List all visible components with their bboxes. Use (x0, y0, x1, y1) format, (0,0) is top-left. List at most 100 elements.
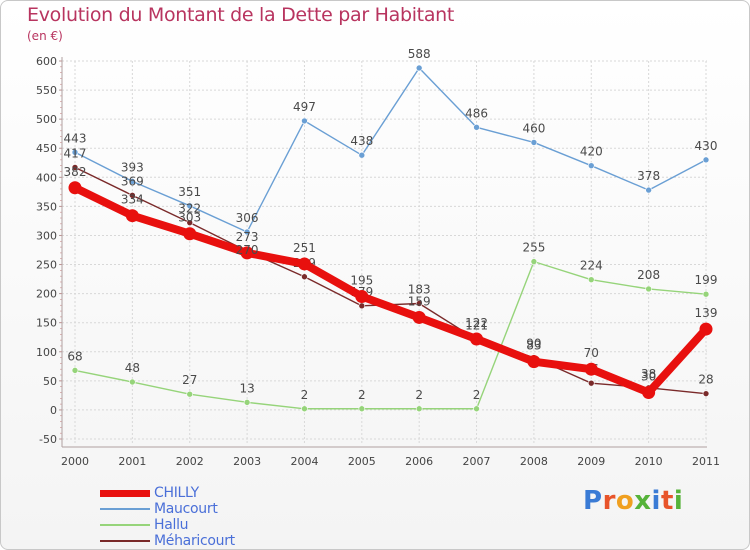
data-point-chilly (183, 227, 197, 241)
brand-letter: x (634, 486, 652, 516)
y-tick-label: 600 (36, 55, 57, 68)
data-label-maucourt: 588 (408, 47, 431, 61)
legend-label-maucourt: Maucourt (154, 501, 218, 517)
data-point-maucourt (71, 149, 79, 156)
legend-label-hallu: Hallu (154, 517, 189, 533)
brand-logo: Proxiti (583, 486, 683, 516)
data-point-hallu (358, 405, 366, 413)
legend-swatch-meharicourt (100, 540, 150, 542)
x-tick-label: 2008 (520, 455, 548, 468)
y-tick-label: 400 (36, 171, 57, 184)
data-label-chilly: 159 (408, 294, 431, 308)
legend-item-meharicourt: Méharicourt (100, 533, 235, 549)
data-label-chilly: 251 (293, 241, 316, 255)
data-label-maucourt: 378 (637, 169, 660, 183)
legend-item-maucourt: Maucourt (100, 501, 235, 517)
data-label-meharicourt: 121 (465, 319, 488, 333)
data-label-chilly: 139 (695, 306, 718, 320)
data-label-meharicourt: 273 (236, 230, 259, 244)
data-point-maucourt (415, 64, 423, 72)
data-point-meharicourt (301, 273, 308, 281)
data-label-hallu: 2 (358, 388, 366, 402)
data-label-maucourt: 460 (522, 121, 545, 135)
x-tick-label: 2001 (118, 455, 146, 468)
brand-letter: o (615, 486, 635, 516)
data-point-hallu (243, 399, 251, 406)
data-label-meharicourt: 183 (408, 283, 431, 297)
data-label-hallu: 2 (301, 388, 309, 402)
data-point-chilly (355, 290, 369, 304)
data-point-maucourt (301, 117, 308, 125)
data-label-meharicourt: 28 (698, 373, 713, 387)
data-point-maucourt (129, 178, 136, 185)
data-point-meharicourt (71, 164, 79, 171)
data-point-maucourt (358, 151, 366, 159)
x-tick-label: 2000 (61, 455, 89, 468)
brand-letter: t (660, 486, 674, 516)
data-point-hallu (530, 258, 538, 265)
y-tick-label: 300 (36, 229, 57, 242)
data-label-maucourt: 393 (121, 160, 144, 174)
series-line-hallu (74, 260, 707, 410)
data-label-hallu: 27 (182, 373, 197, 387)
data-point-meharicourt (415, 300, 423, 307)
data-point-chilly (470, 332, 484, 346)
data-point-hallu (186, 390, 194, 398)
data-point-chilly (68, 181, 82, 195)
x-tick-label: 2006 (405, 455, 433, 468)
data-point-meharicourt (702, 390, 710, 397)
data-label-maucourt: 430 (695, 139, 718, 153)
data-label-chilly: 382 (64, 165, 87, 179)
data-point-hallu (587, 276, 595, 283)
y-tick-label: 0 (50, 404, 57, 417)
x-tick-label: 2010 (635, 455, 663, 468)
data-label-chilly: 30 (641, 369, 656, 383)
data-label-hallu: 224 (580, 259, 603, 273)
y-tick-label: 450 (36, 142, 57, 155)
chart-title: Evolution du Montant de la Dette par Hab… (27, 4, 455, 26)
data-label-chilly: 122 (465, 316, 488, 330)
data-point-maucourt (702, 156, 710, 164)
brand-letter: i (673, 486, 684, 516)
x-tick-label: 2007 (463, 455, 491, 468)
legend-swatch-hallu (100, 524, 150, 526)
data-point-maucourt (645, 186, 652, 194)
legend-swatch-chilly (100, 489, 150, 497)
data-point-hallu (645, 285, 652, 293)
data-label-chilly: 334 (121, 193, 144, 207)
data-label-maucourt: 486 (465, 106, 488, 120)
data-label-meharicourt: 369 (121, 174, 144, 188)
data-point-maucourt (587, 162, 595, 169)
data-label-chilly: 303 (178, 211, 201, 225)
chart-subtitle: (en €) (27, 29, 63, 43)
data-label-hallu: 199 (695, 273, 718, 287)
data-point-chilly (584, 362, 598, 376)
x-tick-label: 2004 (290, 455, 318, 468)
data-point-hallu (301, 405, 308, 413)
data-point-chilly (240, 246, 254, 260)
data-point-meharicourt (186, 219, 194, 226)
data-point-hallu (129, 378, 136, 386)
data-label-hallu: 2 (473, 388, 481, 402)
data-point-meharicourt (358, 302, 366, 310)
y-tick-label: 150 (36, 317, 57, 330)
data-point-maucourt (473, 123, 480, 131)
y-tick-label: -50 (39, 433, 57, 446)
data-point-meharicourt (587, 379, 595, 387)
brand-letter: r (602, 486, 616, 516)
data-label-meharicourt: 322 (178, 202, 201, 216)
data-point-maucourt (186, 202, 194, 210)
y-tick-label: 350 (36, 200, 57, 213)
brand-letter: P (583, 486, 603, 516)
legend-item-hallu: Hallu (100, 517, 235, 533)
data-point-hallu (702, 290, 710, 298)
data-label-chilly: 83 (526, 339, 541, 353)
legend: CHILLY Maucourt Hallu Méharicourt (100, 485, 235, 549)
data-point-hallu (415, 405, 423, 413)
x-tick-label: 2003 (233, 455, 261, 468)
data-point-hallu (473, 405, 480, 413)
data-label-hallu: 13 (239, 381, 254, 395)
data-label-chilly: 70 (584, 346, 599, 360)
